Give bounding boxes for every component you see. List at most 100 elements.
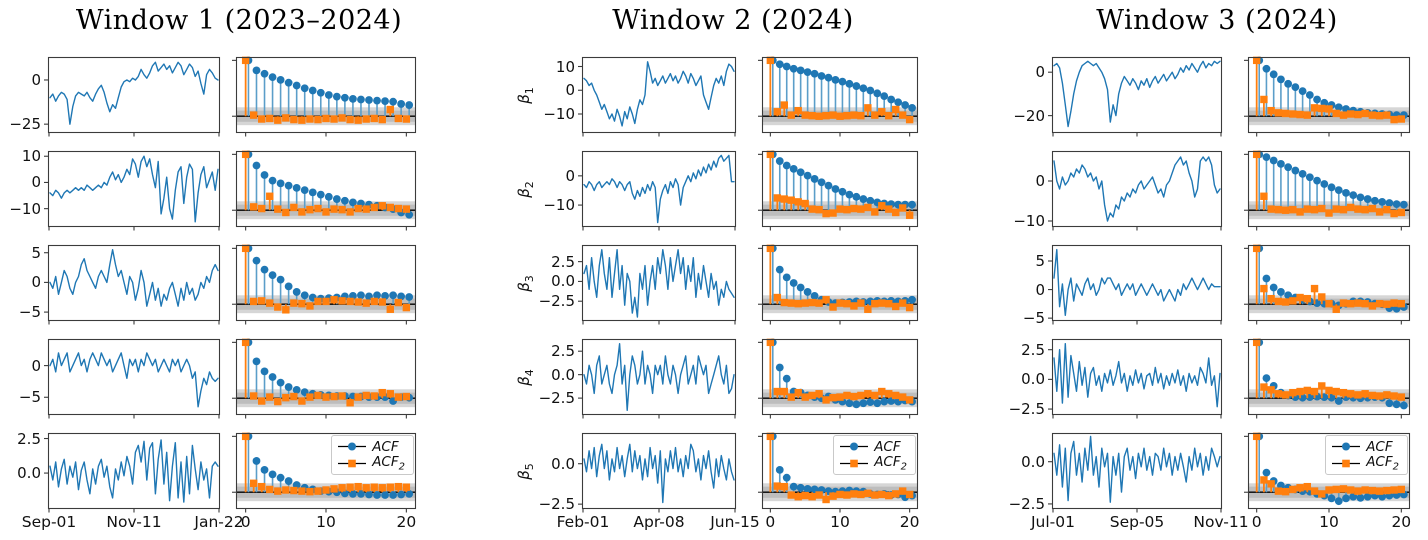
acf-plot [758,432,919,513]
beta-label-cell: β4 [514,339,536,415]
acf2-marker-icon [1332,459,1361,468]
plot-row: 0 −20 [1006,56,1428,137]
acf-cell [758,150,919,231]
plot-row: β2 0 −10 [514,150,952,231]
date-tick-label: Apr-08 [633,513,685,531]
plot-row: β1 10 0 −10 [514,56,952,137]
acf-cell [232,338,417,419]
y-tick-label: 0.0 [551,366,575,384]
y-tick-labels: 0 −5 [2,339,48,415]
timeseries-plot [44,338,221,419]
plot-row: 5 0 −5 [1006,244,1428,327]
window-1-rows: 0 −25 10 0 −10 5 0 −5 0 −5 2.5 0.0 ACF ACF2 [2,56,476,513]
timeseries-plot [44,244,221,325]
y-tick-label: −5 [18,388,41,406]
y-tick-labels: 0 −20 [1006,57,1052,133]
date-tick-labels: Sep-01 Nov-11 Jan-22 [22,509,244,535]
acf-marker-icon [840,442,869,451]
beta-label: β3 [514,274,536,292]
timeseries-plot [44,56,221,137]
y-tick-label: −10 [9,200,41,218]
y-tick-label: 0.0 [1021,453,1045,471]
acf-cell [758,244,919,325]
legend-label: ACF2 [1366,454,1399,473]
lag-tick-label: 20 [899,513,920,531]
acf2-marker-icon [840,459,869,468]
beta-label: β5 [514,462,536,480]
y-tick-labels: 0.0 −2.5 [1006,433,1052,513]
y-tick-label: 0.0 [1021,370,1045,388]
acf-cell [232,244,417,325]
y-tick-labels: 10 0 −10 [2,147,48,227]
timeseries-plot [1048,432,1223,513]
y-tick-label: 10 [21,147,41,165]
window-1-title: Window 1 (2023–2024) [75,5,403,36]
date-tick-label: Jan-22 [194,513,244,531]
y-tick-labels: 2.5 0.0 −2.5 [1006,339,1052,418]
beta-label: β2 [514,180,536,198]
y-tick-label: −10 [543,105,575,123]
plot-row: 0 −10 [1006,150,1428,231]
timeseries-cell [578,338,737,419]
acf-plot [1244,150,1411,231]
acf2-marker-icon [338,459,367,468]
timeseries-plot [578,244,737,325]
panel-gap [736,245,762,321]
beta-label-cell: β3 [514,245,536,321]
y-tick-label: 0 [31,71,41,89]
acf-plot [232,338,417,419]
y-tick-label: 0 [1035,281,1045,299]
y-tick-labels: 0 −10 [536,151,582,227]
legend-entry: ACF [338,438,405,455]
window-1: Window 1 (2023–2024) 0 −25 10 0 −10 5 0 −5 0 −5 2.… [0,0,476,540]
y-tick-label: −10 [543,196,575,214]
timeseries-plot [1048,150,1223,231]
y-tick-label: −2.5 [1008,400,1045,418]
date-tick-label: Feb-01 [556,513,610,531]
plot-row: 10 0 −10 [2,147,476,231]
acf-legend: ACF ACF2 [833,435,916,475]
panel-gap [220,151,236,227]
legend-label: ACF [874,438,901,455]
y-tick-label: 10 [555,58,575,76]
timeseries-plot [1048,244,1223,325]
y-tick-label: −5 [18,303,41,321]
date-tick-label: Jun-15 [710,513,760,531]
lag-tick-label: 10 [316,513,336,531]
window-3: Window 3 (2024) 0 −20 0 −10 5 0 −5 2.5 0.0 −2.5 0.… [952,0,1428,540]
timeseries-cell [578,244,737,325]
acf-plot [232,244,417,325]
acf-cell [758,338,919,419]
panel-gap [1222,433,1248,509]
plot-row: 2.5 0.0 −2.5 [1006,338,1428,419]
acf-plot [1244,432,1411,513]
lag-tick-label: 0 [1251,513,1262,531]
plot-row: β4 2.5 0.0 −2.5 [514,338,952,419]
acf-plot [758,150,919,231]
timeseries-plot [578,56,737,137]
lag-tick-label: 20 [396,513,417,531]
timeseries-plot [1048,338,1223,419]
y-tick-label: 0.0 [17,464,41,482]
beta-label: β1 [514,86,536,104]
plot-row: 2.5 0.0 ACF ACF2 [2,430,476,513]
acf-cell: ACF ACF2 [758,432,919,513]
acf-plot [1244,244,1411,325]
timeseries-plot [578,338,737,419]
plot-row: β3 2.5 0.0 −2.5 [514,244,952,325]
acf-cell: ACF ACF2 [232,432,417,513]
beta-label-cell: β2 [514,151,536,227]
acf-cell [758,56,919,137]
legend-entry: ACF2 [840,454,907,473]
lag-tick-labels: 0 10 20 [1248,509,1412,535]
y-tick-label: 5 [31,244,41,262]
lag-tick-label: 20 [1391,513,1412,531]
acf-plot [232,56,417,137]
acf-plot [758,244,919,325]
date-tick-labels: Feb-01 Apr-08 Jun-15 [557,509,760,535]
panel-gap [1222,245,1248,321]
acf-cell [1244,150,1411,231]
y-tick-labels: 0.0 −2.5 [536,433,582,513]
timeseries-cell [1048,56,1223,137]
